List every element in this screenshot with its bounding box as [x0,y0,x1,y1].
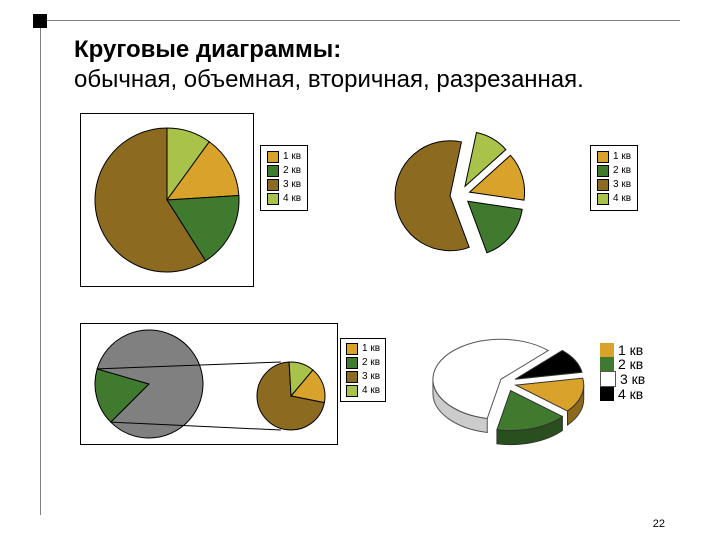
charts-area: 1 кв 2 кв 3 кв 4 кв 1 кв 2 кв 3 кв 4 кв … [60,113,680,473]
legend-item-kv4: 4 кв [600,387,645,401]
legend-item-kv1: 1 кв [267,150,301,164]
swatch-kv2 [600,357,614,371]
chart-4-legend: 1 кв 2 кв 3 кв 4 кв [600,343,645,401]
swatch-kv2 [346,357,358,369]
swatch-kv3 [267,179,279,191]
pie-chart-regular [81,114,253,286]
legend-item-kv3: 3 кв [267,178,301,192]
pie-of-pie-chart [81,324,337,444]
swatch-kv3 [597,179,609,191]
chart-3-frame [80,323,338,445]
legend-item-kv2: 2 кв [600,357,645,371]
legend-item-kv3: 3 кв [597,178,631,192]
swatch-kv1 [346,343,358,355]
swatch-kv4 [600,387,614,401]
chart-3-legend: 1 кв 2 кв 3 кв 4 кв [340,338,386,402]
swatch-kv3 [600,371,616,387]
swatch-kv1 [597,151,609,163]
slide-title-2: обычная, объемная, вторичная, разрезанна… [74,65,685,95]
swatch-kv2 [597,165,609,177]
legend-item-kv3: 3 кв [600,371,645,387]
pie-chart-3d [420,313,596,453]
swatch-kv2 [267,165,279,177]
pie-chart-exploded [360,107,560,283]
chart-2-frame [360,107,560,283]
page-number: 22 [653,518,665,530]
legend-item-kv4: 4 кв [267,192,301,206]
swatch-kv1 [600,343,614,357]
swatch-kv4 [597,193,609,205]
swatch-kv3 [346,371,358,383]
legend-item-kv2: 2 кв [346,356,380,370]
legend-item-kv2: 2 кв [267,164,301,178]
corner-marker [33,14,47,28]
chart-1-legend: 1 кв 2 кв 3 кв 4 кв [260,145,308,211]
legend-item-kv1: 1 кв [600,343,645,357]
legend-item-kv1: 1 кв [597,150,631,164]
legend-item-kv3: 3 кв [346,370,380,384]
swatch-kv4 [346,385,358,397]
legend-item-kv4: 4 кв [597,192,631,206]
slide-title-1: Круговые диаграммы: [74,35,685,65]
chart-2-legend: 1 кв 2 кв 3 кв 4 кв [590,145,638,211]
legend-item-kv4: 4 кв [346,384,380,398]
swatch-kv4 [267,193,279,205]
legend-item-kv1: 1 кв [346,342,380,356]
swatch-kv1 [267,151,279,163]
chart-4-frame [420,313,596,453]
chart-1-frame [80,113,254,287]
legend-item-kv2: 2 кв [597,164,631,178]
slide: Круговые диаграммы: обычная, объемная, в… [0,0,720,540]
